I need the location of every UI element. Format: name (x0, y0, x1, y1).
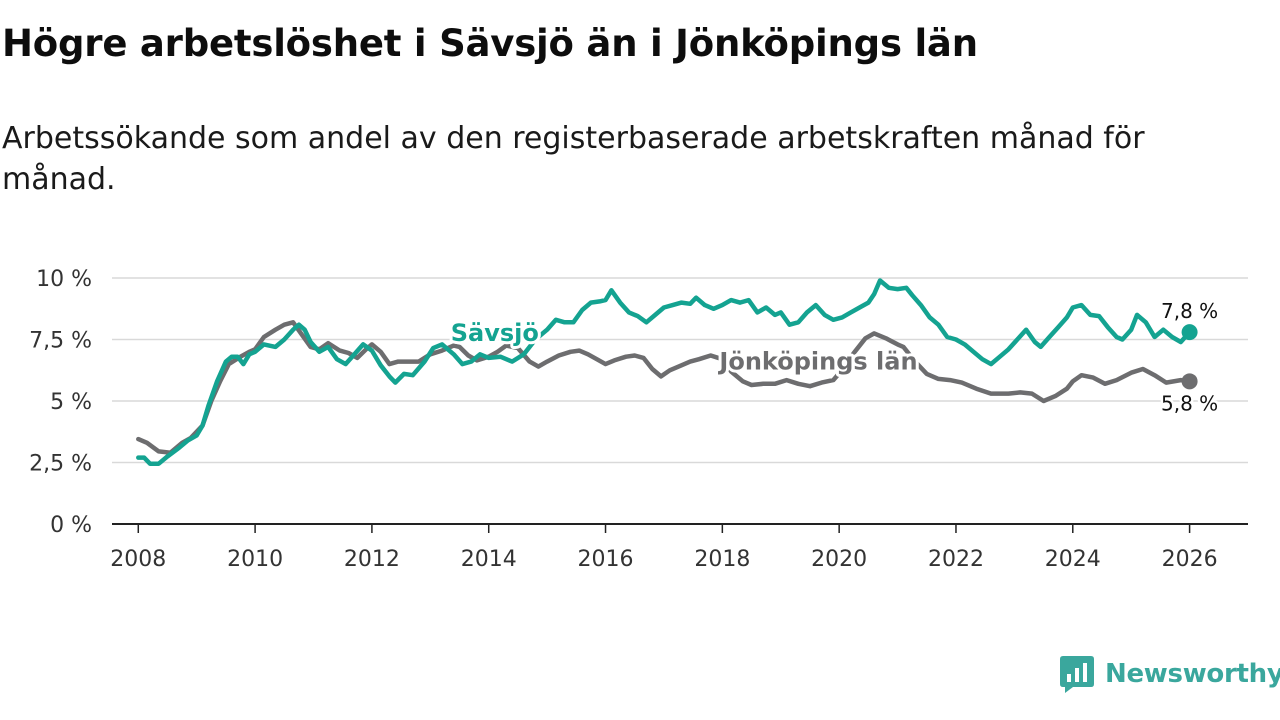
series-line (136, 278, 1192, 466)
series-label: Jönköpings län (717, 347, 917, 375)
series-end-value: 5,8 % (1161, 391, 1218, 415)
x-tick-label: 2026 (1162, 547, 1218, 572)
x-tick-label: 2024 (1045, 547, 1101, 572)
x-tick-label: 2010 (227, 547, 283, 572)
y-tick-label: 2,5 % (29, 452, 92, 477)
y-tick-label: 7,5 % (29, 329, 92, 354)
x-tick-label: 2012 (344, 547, 400, 572)
chart-title: Högre arbetslöshet i Sävsjö än i Jönköpi… (2, 22, 978, 65)
series-line (136, 320, 1192, 455)
y-tick-label: 10 % (36, 267, 92, 292)
y-tick-label: 5 % (50, 390, 92, 415)
series-end-value: 7,8 % (1161, 299, 1218, 323)
x-tick-label: 2018 (694, 547, 750, 572)
brand-name: Newsworthy (1105, 659, 1280, 689)
newsworthy-logo-icon (1060, 656, 1094, 693)
x-tick-label: 2022 (928, 547, 984, 572)
chart-subtitle: Arbetssökande som andel av den registerb… (2, 121, 1145, 197)
series-end-marker (1181, 373, 1198, 390)
series-label: Sävsjö (451, 319, 539, 347)
x-tick-label: 2008 (110, 547, 166, 572)
series-end-marker (1181, 324, 1198, 341)
x-tick-label: 2016 (578, 547, 634, 572)
brand-logo: Newsworthy (1059, 654, 1280, 694)
x-tick-label: 2014 (461, 547, 517, 572)
x-tick-label: 2020 (811, 547, 867, 572)
y-tick-label: 0 % (50, 513, 92, 538)
